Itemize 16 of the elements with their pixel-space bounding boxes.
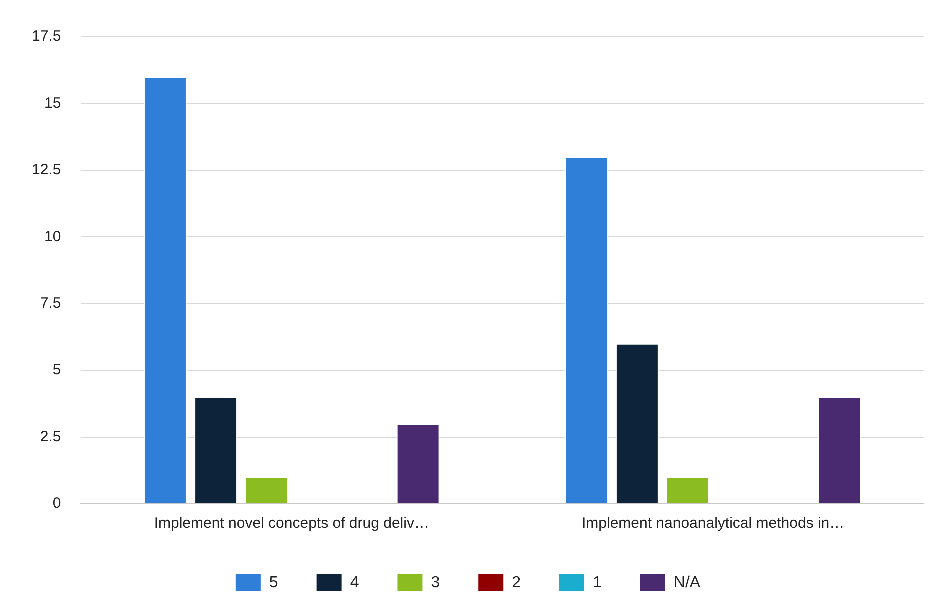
y-tick-label: 15	[44, 94, 62, 112]
y-tick-label: 5	[52, 362, 62, 379]
y-tick-label: 7.5	[40, 295, 62, 312]
legend-label: 1	[593, 574, 602, 592]
x-tick-label: Implement nanoanalytical methods in…	[582, 515, 845, 532]
y-tick-label: 2.5	[40, 428, 62, 446]
legend-label: 4	[350, 574, 360, 592]
legend-label: 5	[269, 574, 278, 592]
legend-label: 3	[431, 574, 440, 592]
legend-label: N/A	[674, 574, 701, 592]
y-tick-label: 0	[52, 495, 62, 512]
y-tick-label: 17.5	[32, 28, 62, 46]
x-tick-label: Implement novel concepts of drug deliv…	[154, 515, 430, 532]
y-tick-label: 10	[44, 228, 62, 246]
y-tick-label: 12.5	[32, 162, 62, 179]
legend-label: 2	[512, 574, 522, 592]
